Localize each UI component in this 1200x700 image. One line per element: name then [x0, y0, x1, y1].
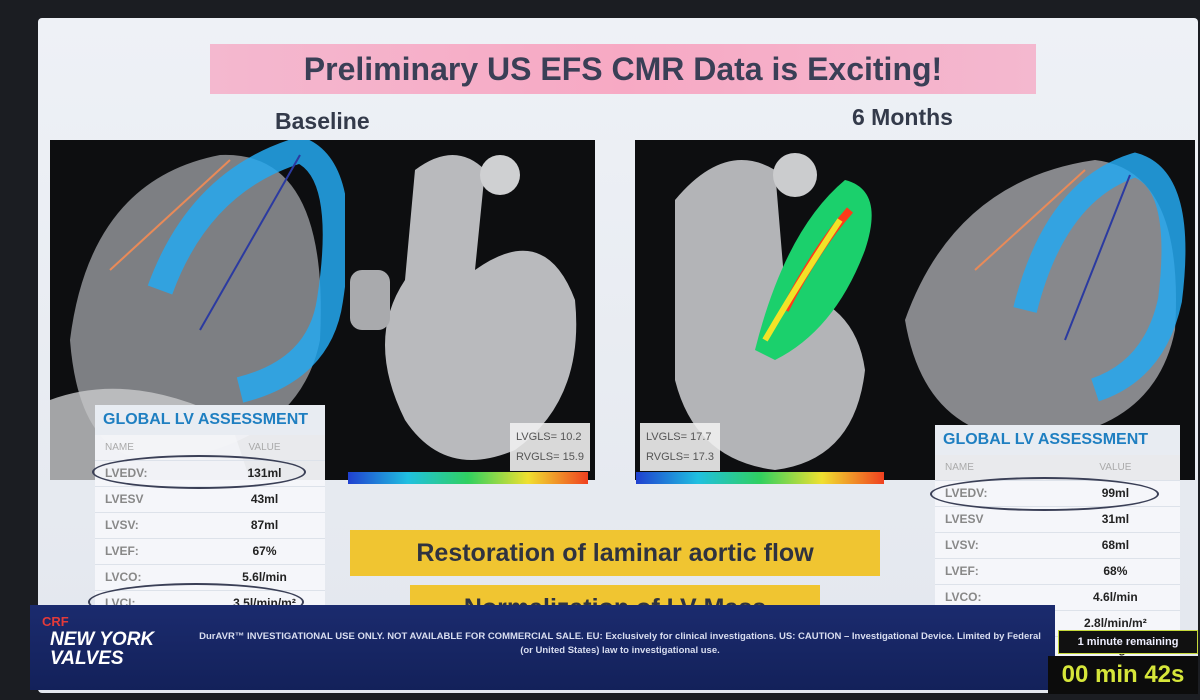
cell-value: 87ml — [250, 518, 279, 532]
disclaimer: DurAVR™ INVESTIGATIONAL USE ONLY. NOT AV… — [199, 631, 1041, 656]
cell-value: 43ml — [250, 492, 279, 506]
cell-name: LVCO: — [945, 590, 982, 604]
timer-notice: 1 minute remaining — [1058, 630, 1198, 654]
cell-name: LVCO: — [105, 570, 142, 584]
strain-box: LVGLS= 17.7 RVGLS= 17.3 — [640, 423, 720, 471]
table-row: LVEF: 67% — [95, 539, 325, 565]
cell-name: LVEF: — [105, 544, 139, 558]
cell-name: LVESV — [105, 492, 144, 506]
highlight-oval — [930, 477, 1159, 511]
table-row: LVSV: 68ml — [935, 533, 1180, 559]
cell-value: 68ml — [1101, 538, 1130, 552]
strain-value: RVGLS= 15.9 — [516, 451, 584, 463]
cell-name: LVESV — [945, 512, 984, 526]
timer: 00 min 42s — [1048, 656, 1198, 694]
table-row: LVSV: 87ml — [95, 513, 325, 539]
cell-name: LVEF: — [945, 564, 979, 578]
cell-value: 5.6l/min — [242, 570, 287, 584]
strain-box: LVGLS= 10.2 RVGLS= 15.9 — [510, 423, 590, 471]
column-header: VALUE — [1099, 462, 1132, 473]
color-scale — [348, 472, 588, 484]
table-title: GLOBAL LV ASSESSMENT — [935, 425, 1180, 455]
banner: Restoration of laminar aortic flow — [350, 530, 880, 576]
logo-crf: CRF — [42, 614, 69, 629]
table-title: GLOBAL LV ASSESSMENT — [95, 405, 325, 435]
table-row: LVCO: 4.6l/min — [935, 585, 1180, 611]
section-label: 6 Months — [852, 104, 953, 130]
cmr-image — [50, 140, 345, 480]
table-row: LVESV 43ml — [95, 487, 325, 513]
logo-name: NEW YORK VALVES — [50, 629, 155, 669]
strain-value: LVGLS= 10.2 — [516, 431, 582, 443]
cell-name: LVSV: — [945, 538, 979, 552]
section-label: Baseline — [275, 108, 370, 134]
strain-value: LVGLS= 17.7 — [646, 431, 712, 443]
cell-value: 31ml — [1101, 512, 1130, 526]
slide-title: Preliminary US EFS CMR Data is Exciting! — [210, 44, 1036, 94]
column-header: VALUE — [248, 442, 281, 453]
footer-bar — [30, 605, 1055, 690]
color-scale — [636, 472, 884, 484]
table-row: LVEF: 68% — [935, 559, 1180, 585]
cell-value: 4.6l/min — [1093, 590, 1138, 604]
column-header: NAME — [945, 462, 974, 473]
cell-value: 67% — [252, 544, 277, 558]
cell-value: 2.8l/min/m² — [1084, 616, 1147, 630]
cmr-image — [895, 140, 1195, 480]
cell-value: 68% — [1103, 564, 1128, 578]
cell-name: LVSV: — [105, 518, 139, 532]
strain-value: RVGLS= 17.3 — [646, 451, 714, 463]
cmr-image — [345, 140, 595, 480]
cmr-image — [635, 140, 895, 480]
highlight-oval — [92, 455, 306, 489]
column-header: NAME — [105, 442, 134, 453]
table-row: LVESV 31ml — [935, 507, 1180, 533]
